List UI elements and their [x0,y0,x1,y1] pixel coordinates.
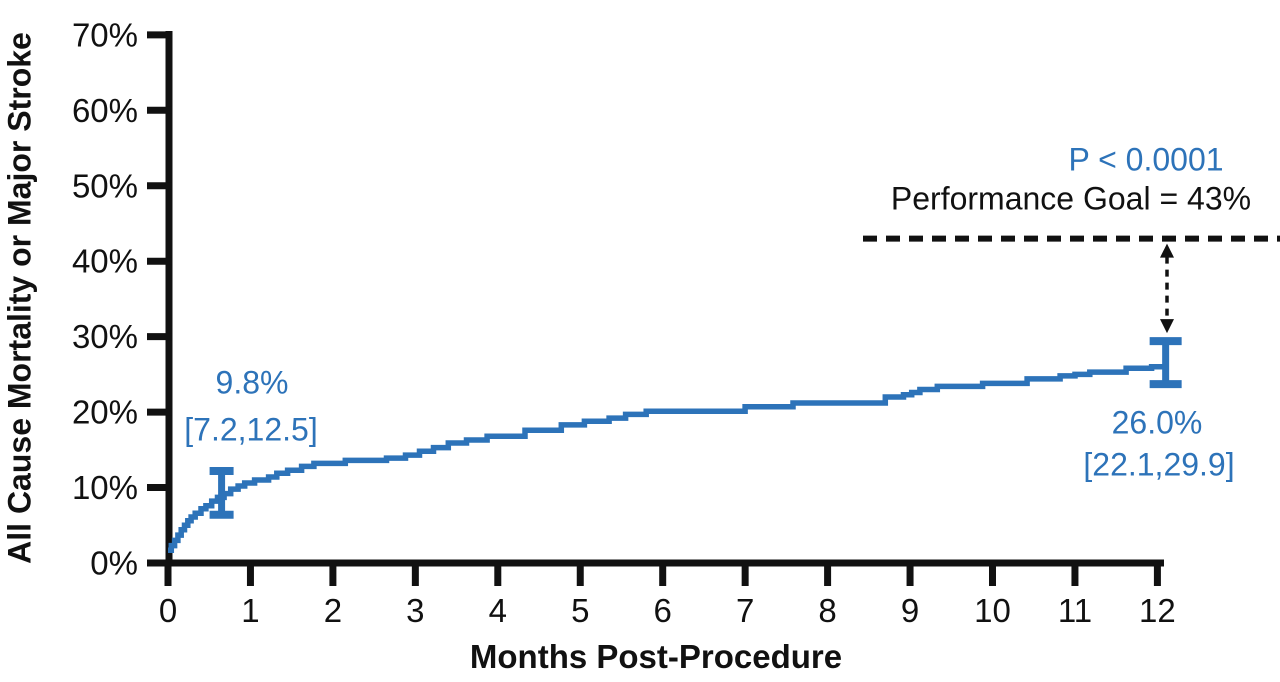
p-value-label: P < 0.0001 [1068,141,1224,178]
x-tick-label: 12 [1139,592,1176,629]
y-tick-label: 40% [72,243,138,280]
y-tick-label: 60% [72,92,138,129]
x-tick-label: 4 [489,592,507,629]
y-tick-label: 0% [90,545,138,582]
x-tick-label: 2 [324,592,342,629]
y-tick-label: 50% [72,167,138,204]
x-tick-label: 6 [654,592,672,629]
x-axis-title: Months Post-Procedure [469,638,843,675]
point1-ci-label: [7.2,12.5] [184,411,318,448]
y-tick-label: 30% [72,318,138,355]
point2-estimate-label: 26.0% [1111,404,1203,441]
comparison-arrow-head-up [1160,243,1174,258]
x-tick-label: 0 [159,592,177,629]
km-curve [168,364,1164,553]
x-tick-label: 8 [818,592,836,629]
x-tick-label: 7 [736,592,754,629]
y-tick-label: 70% [72,16,138,53]
x-tick-label: 3 [406,592,424,629]
y-axis-title: All Cause Mortality or Major Stroke [1,32,38,564]
y-tick-label: 20% [72,394,138,431]
comparison-arrow-head-down [1160,319,1174,334]
x-tick-label: 9 [901,592,919,629]
x-tick-label: 5 [571,592,589,629]
x-tick-label: 1 [241,592,259,629]
point2-ci-label: [22.1,29.9] [1083,446,1235,483]
y-tick-label: 10% [72,469,138,506]
x-tick-label: 11 [1058,592,1092,629]
point1-estimate-label: 9.8% [215,364,289,401]
x-tick-label: 10 [974,592,1011,629]
performance-goal-label: Performance Goal = 43% [890,180,1252,217]
